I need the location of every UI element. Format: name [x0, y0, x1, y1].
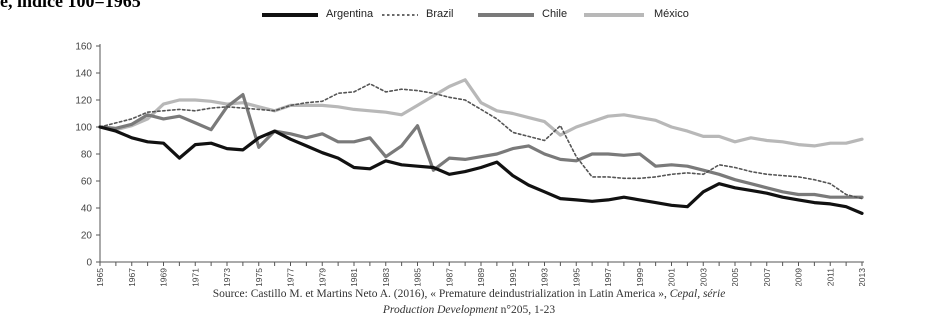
x-tick-label: 1993	[540, 268, 550, 286]
x-tick-label: 1965	[95, 268, 105, 286]
y-tick-label: 120	[75, 96, 92, 107]
x-tick-label: 2001	[667, 268, 677, 286]
x-tick-label: 1995	[571, 268, 581, 286]
x-tick-label: 2005	[730, 268, 740, 286]
x-tick-label: 1979	[317, 268, 327, 286]
x-tick-label: 1991	[508, 268, 518, 286]
source-journal: Cepal, série	[669, 288, 726, 300]
legend-swatch-argentina	[262, 13, 318, 17]
series-line-brazil	[99, 83, 863, 200]
y-tick-label: 100	[75, 123, 92, 134]
y-tick-label: 160	[75, 42, 92, 53]
x-tick-label: 2003	[698, 268, 708, 286]
x-tick-label: 1967	[127, 268, 137, 286]
y-tick-label: 80	[81, 150, 93, 161]
y-tick-label: 20	[81, 231, 93, 242]
x-tick-label: 2013	[857, 268, 867, 286]
line-chart: 0 20 40 60 80 100 120 140 160 1965 1967 1969 1971 197…	[75, 42, 867, 287]
source-issue: n°205, 1-23	[497, 304, 556, 316]
source-series: Production Development	[382, 304, 498, 316]
legend-label-argentina: Argentina	[326, 8, 374, 20]
x-tick-label: 1999	[635, 268, 645, 286]
legend-label-chile: Chile	[542, 8, 568, 20]
x-tick-label: 1981	[349, 268, 359, 286]
y-tick-label: 140	[75, 69, 92, 80]
x-tick-label: 1971	[190, 268, 200, 286]
legend-label-brazil: Brazil	[426, 8, 454, 20]
x-tick-label: 2011	[825, 268, 835, 286]
chart-title: e, indice 100=1965	[0, 0, 141, 11]
source-line-1: Source: Castillo M. et Martins Neto A. (…	[0, 286, 938, 302]
series-line-argentina	[98, 125, 864, 215]
x-tick-label: 1987	[444, 268, 454, 286]
x-tick-label: 1977	[286, 268, 296, 286]
x-tick-label: 1985	[413, 268, 423, 286]
x-tick-label: 1969	[159, 268, 169, 286]
y-tick-label: 40	[81, 204, 93, 215]
x-tick-label: 1989	[476, 268, 486, 286]
legend-swatch-chile	[478, 13, 534, 17]
series-line-mxico	[98, 78, 864, 148]
source-citation: Source: Castillo M. et Martins Neto A. (…	[212, 288, 670, 300]
legend-swatch-brazil	[382, 14, 418, 16]
x-tick-label: 2007	[762, 268, 772, 286]
y-tick-label: 60	[81, 177, 93, 188]
legend-label-mexico: México	[654, 8, 689, 20]
x-tick-label: 1983	[381, 268, 391, 286]
x-tick-label: 1997	[603, 268, 613, 286]
source-note: Source: Castillo M. et Martins Neto A. (…	[0, 286, 938, 318]
source-line-2: Production Development n°205, 1-23	[0, 302, 938, 318]
y-tick-label: 0	[86, 258, 92, 269]
x-tick-label: 1973	[222, 268, 232, 286]
x-tick-label: 2009	[794, 268, 804, 286]
legend-swatch-mexico	[584, 13, 644, 17]
x-tick-label: 1975	[254, 268, 264, 286]
